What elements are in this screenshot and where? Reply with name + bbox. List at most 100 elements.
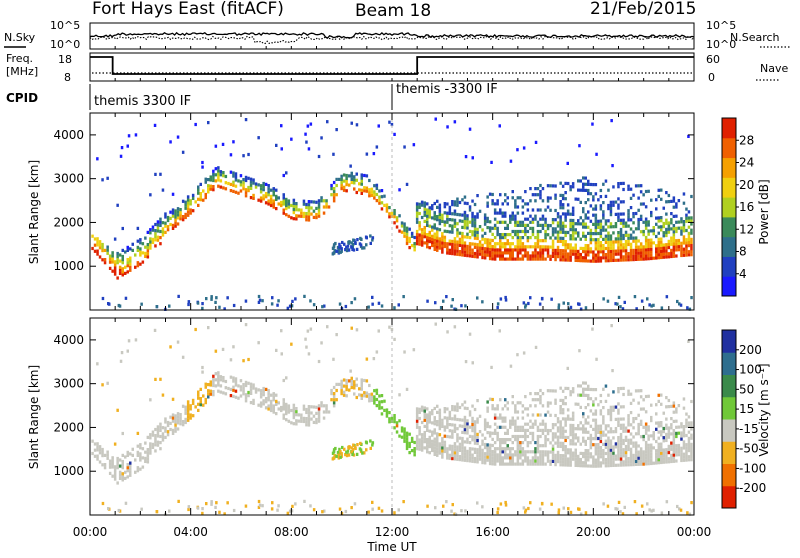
velocity-cell: [491, 407, 494, 411]
power-cell: [534, 199, 537, 203]
power-cell: [665, 252, 668, 256]
power-heatmap: [91, 117, 693, 311]
velocity-cell: [307, 408, 311, 412]
velocity-cell: [184, 417, 187, 421]
velocity-cell: [599, 393, 603, 398]
power-cell: [622, 249, 625, 253]
power-cell: [607, 240, 610, 244]
velocity-cell: [617, 451, 620, 455]
velocity-cell: [624, 463, 628, 467]
velocity-cell: [607, 393, 610, 397]
velocity-cell: [290, 408, 293, 413]
velocity-cell: [456, 445, 459, 449]
power-cell: [365, 186, 369, 190]
velocity-cell: [612, 451, 615, 455]
power-cell: [325, 202, 328, 206]
power-cell: [670, 248, 673, 252]
power-cell: [493, 245, 497, 249]
power-cell: [323, 304, 326, 308]
velocity-cell: [426, 422, 429, 426]
power-cell: [579, 307, 583, 311]
power-cell: [619, 212, 623, 216]
power-cell: [629, 245, 633, 249]
velocity-cell: [446, 450, 449, 454]
power-cell: [609, 222, 613, 226]
power-cell: [647, 238, 650, 242]
velocity-cell: [471, 447, 474, 451]
velocity-cell: [639, 459, 643, 463]
power-cell: [249, 186, 253, 190]
power-cell: [602, 228, 605, 232]
power-cell: [511, 196, 514, 200]
velocity-cell: [546, 459, 550, 463]
power-cell: [287, 214, 291, 218]
velocity-cell: [369, 439, 372, 443]
velocity-cell: [607, 451, 610, 455]
power-cell: [426, 220, 429, 224]
velocity-cell: [453, 451, 457, 455]
velocity-cell: [264, 406, 268, 410]
power-cell: [546, 205, 550, 209]
velocity-cell: [360, 387, 363, 391]
velocity-cell: [134, 470, 137, 474]
power-cell: [353, 178, 356, 182]
power-cell: [471, 233, 474, 237]
velocity-cell: [415, 422, 419, 426]
velocity-cell: [413, 450, 416, 454]
power-cell: [569, 237, 572, 241]
power-cell: [672, 227, 676, 231]
power-cell: [166, 225, 170, 229]
velocity-cell: [496, 434, 499, 439]
power-cell: [426, 236, 429, 240]
velocity-cell: [483, 455, 487, 459]
power-cell: [660, 243, 663, 247]
velocity-cell: [388, 411, 391, 415]
velocity-cell: [521, 462, 525, 466]
power-cell: [307, 209, 311, 213]
velocity-cell: [451, 405, 454, 409]
power-cell: [341, 240, 344, 245]
velocity-cell: [657, 445, 660, 449]
velocity-cell: [373, 395, 376, 399]
velocity-cell: [522, 506, 526, 510]
power-cell: [186, 204, 190, 208]
power-cell: [504, 193, 507, 197]
velocity-cell: [639, 407, 643, 411]
power-cell: [609, 237, 613, 241]
power-cell: [186, 210, 190, 214]
power-cell: [516, 248, 520, 252]
power-cell: [687, 225, 691, 229]
velocity-cell: [629, 460, 633, 464]
power-cell: [569, 188, 572, 192]
velocity-cell: [609, 454, 613, 458]
velocity-cell: [642, 450, 645, 454]
power-cell: [571, 237, 575, 241]
power-cell: [660, 197, 663, 201]
power-cell: [599, 195, 603, 199]
power-cell: [619, 305, 622, 309]
power-cell: [448, 242, 452, 246]
power-cell: [277, 299, 280, 303]
velocity-cell: [642, 453, 645, 457]
power-cell: [584, 306, 588, 310]
velocity-cell: [461, 449, 464, 453]
velocity-cell: [561, 444, 565, 449]
velocity-cell: [604, 451, 608, 456]
velocity-cell: [219, 378, 223, 382]
velocity-cell: [642, 438, 645, 442]
power-cell: [493, 236, 497, 240]
velocity-cell: [660, 424, 663, 428]
velocity-cell: [272, 395, 275, 399]
velocity-cell: [486, 455, 489, 459]
power-cell: [551, 248, 555, 252]
velocity-cell: [632, 398, 635, 402]
power-cell: [644, 220, 648, 224]
power-cell: [602, 182, 605, 186]
power-cell: [184, 206, 187, 210]
velocity-cell: [420, 439, 424, 443]
power-cell: [619, 221, 623, 225]
power-cell: [310, 212, 313, 216]
velocity-cell: [121, 478, 124, 482]
power-cell: [657, 237, 660, 241]
velocity-cell: [249, 382, 253, 386]
